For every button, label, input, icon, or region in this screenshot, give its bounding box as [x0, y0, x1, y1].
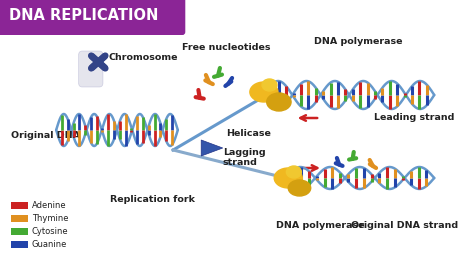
Text: Helicase: Helicase — [227, 129, 271, 138]
Bar — [11, 202, 28, 209]
Ellipse shape — [267, 93, 291, 111]
Text: DNA polymerase: DNA polymerase — [276, 220, 365, 229]
Text: Guanine: Guanine — [32, 240, 67, 249]
Text: Chromosome: Chromosome — [109, 54, 178, 63]
Ellipse shape — [250, 82, 278, 102]
Bar — [11, 215, 28, 222]
Ellipse shape — [262, 79, 277, 91]
Text: Original DNA strand: Original DNA strand — [351, 220, 458, 229]
Bar — [11, 241, 28, 248]
Text: Thymine: Thymine — [32, 214, 68, 223]
Text: Replication fork: Replication fork — [110, 196, 195, 205]
Text: Leading strand: Leading strand — [374, 114, 455, 122]
Ellipse shape — [274, 168, 302, 188]
Ellipse shape — [288, 180, 311, 196]
Text: Free nucleotides: Free nucleotides — [182, 43, 271, 51]
Ellipse shape — [286, 166, 301, 178]
Text: Cytosine: Cytosine — [32, 227, 68, 236]
Text: Adenine: Adenine — [32, 201, 66, 210]
Text: Original DNA: Original DNA — [11, 130, 80, 139]
FancyBboxPatch shape — [0, 0, 185, 35]
Text: Lagging
strand: Lagging strand — [223, 148, 265, 167]
Text: DNA polymerase: DNA polymerase — [313, 37, 402, 46]
Polygon shape — [201, 140, 223, 156]
Bar — [11, 228, 28, 235]
Text: DNA REPLICATION: DNA REPLICATION — [9, 8, 159, 23]
FancyBboxPatch shape — [79, 51, 103, 87]
